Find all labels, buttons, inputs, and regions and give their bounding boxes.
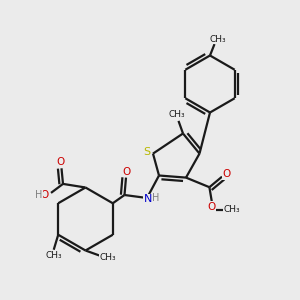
Text: O: O: [57, 157, 65, 167]
Text: S: S: [143, 147, 150, 157]
Text: H: H: [152, 193, 160, 203]
Text: H: H: [35, 190, 43, 200]
Text: CH₃: CH₃: [224, 206, 241, 214]
Text: N: N: [143, 194, 152, 205]
Text: CH₃: CH₃: [100, 253, 116, 262]
Text: O: O: [208, 202, 216, 212]
Text: CH₃: CH₃: [168, 110, 185, 119]
Text: O: O: [41, 190, 49, 200]
Text: CH₃: CH₃: [45, 250, 62, 260]
Text: CH₃: CH₃: [209, 34, 226, 43]
Text: O: O: [122, 167, 131, 177]
Text: O: O: [223, 169, 231, 179]
